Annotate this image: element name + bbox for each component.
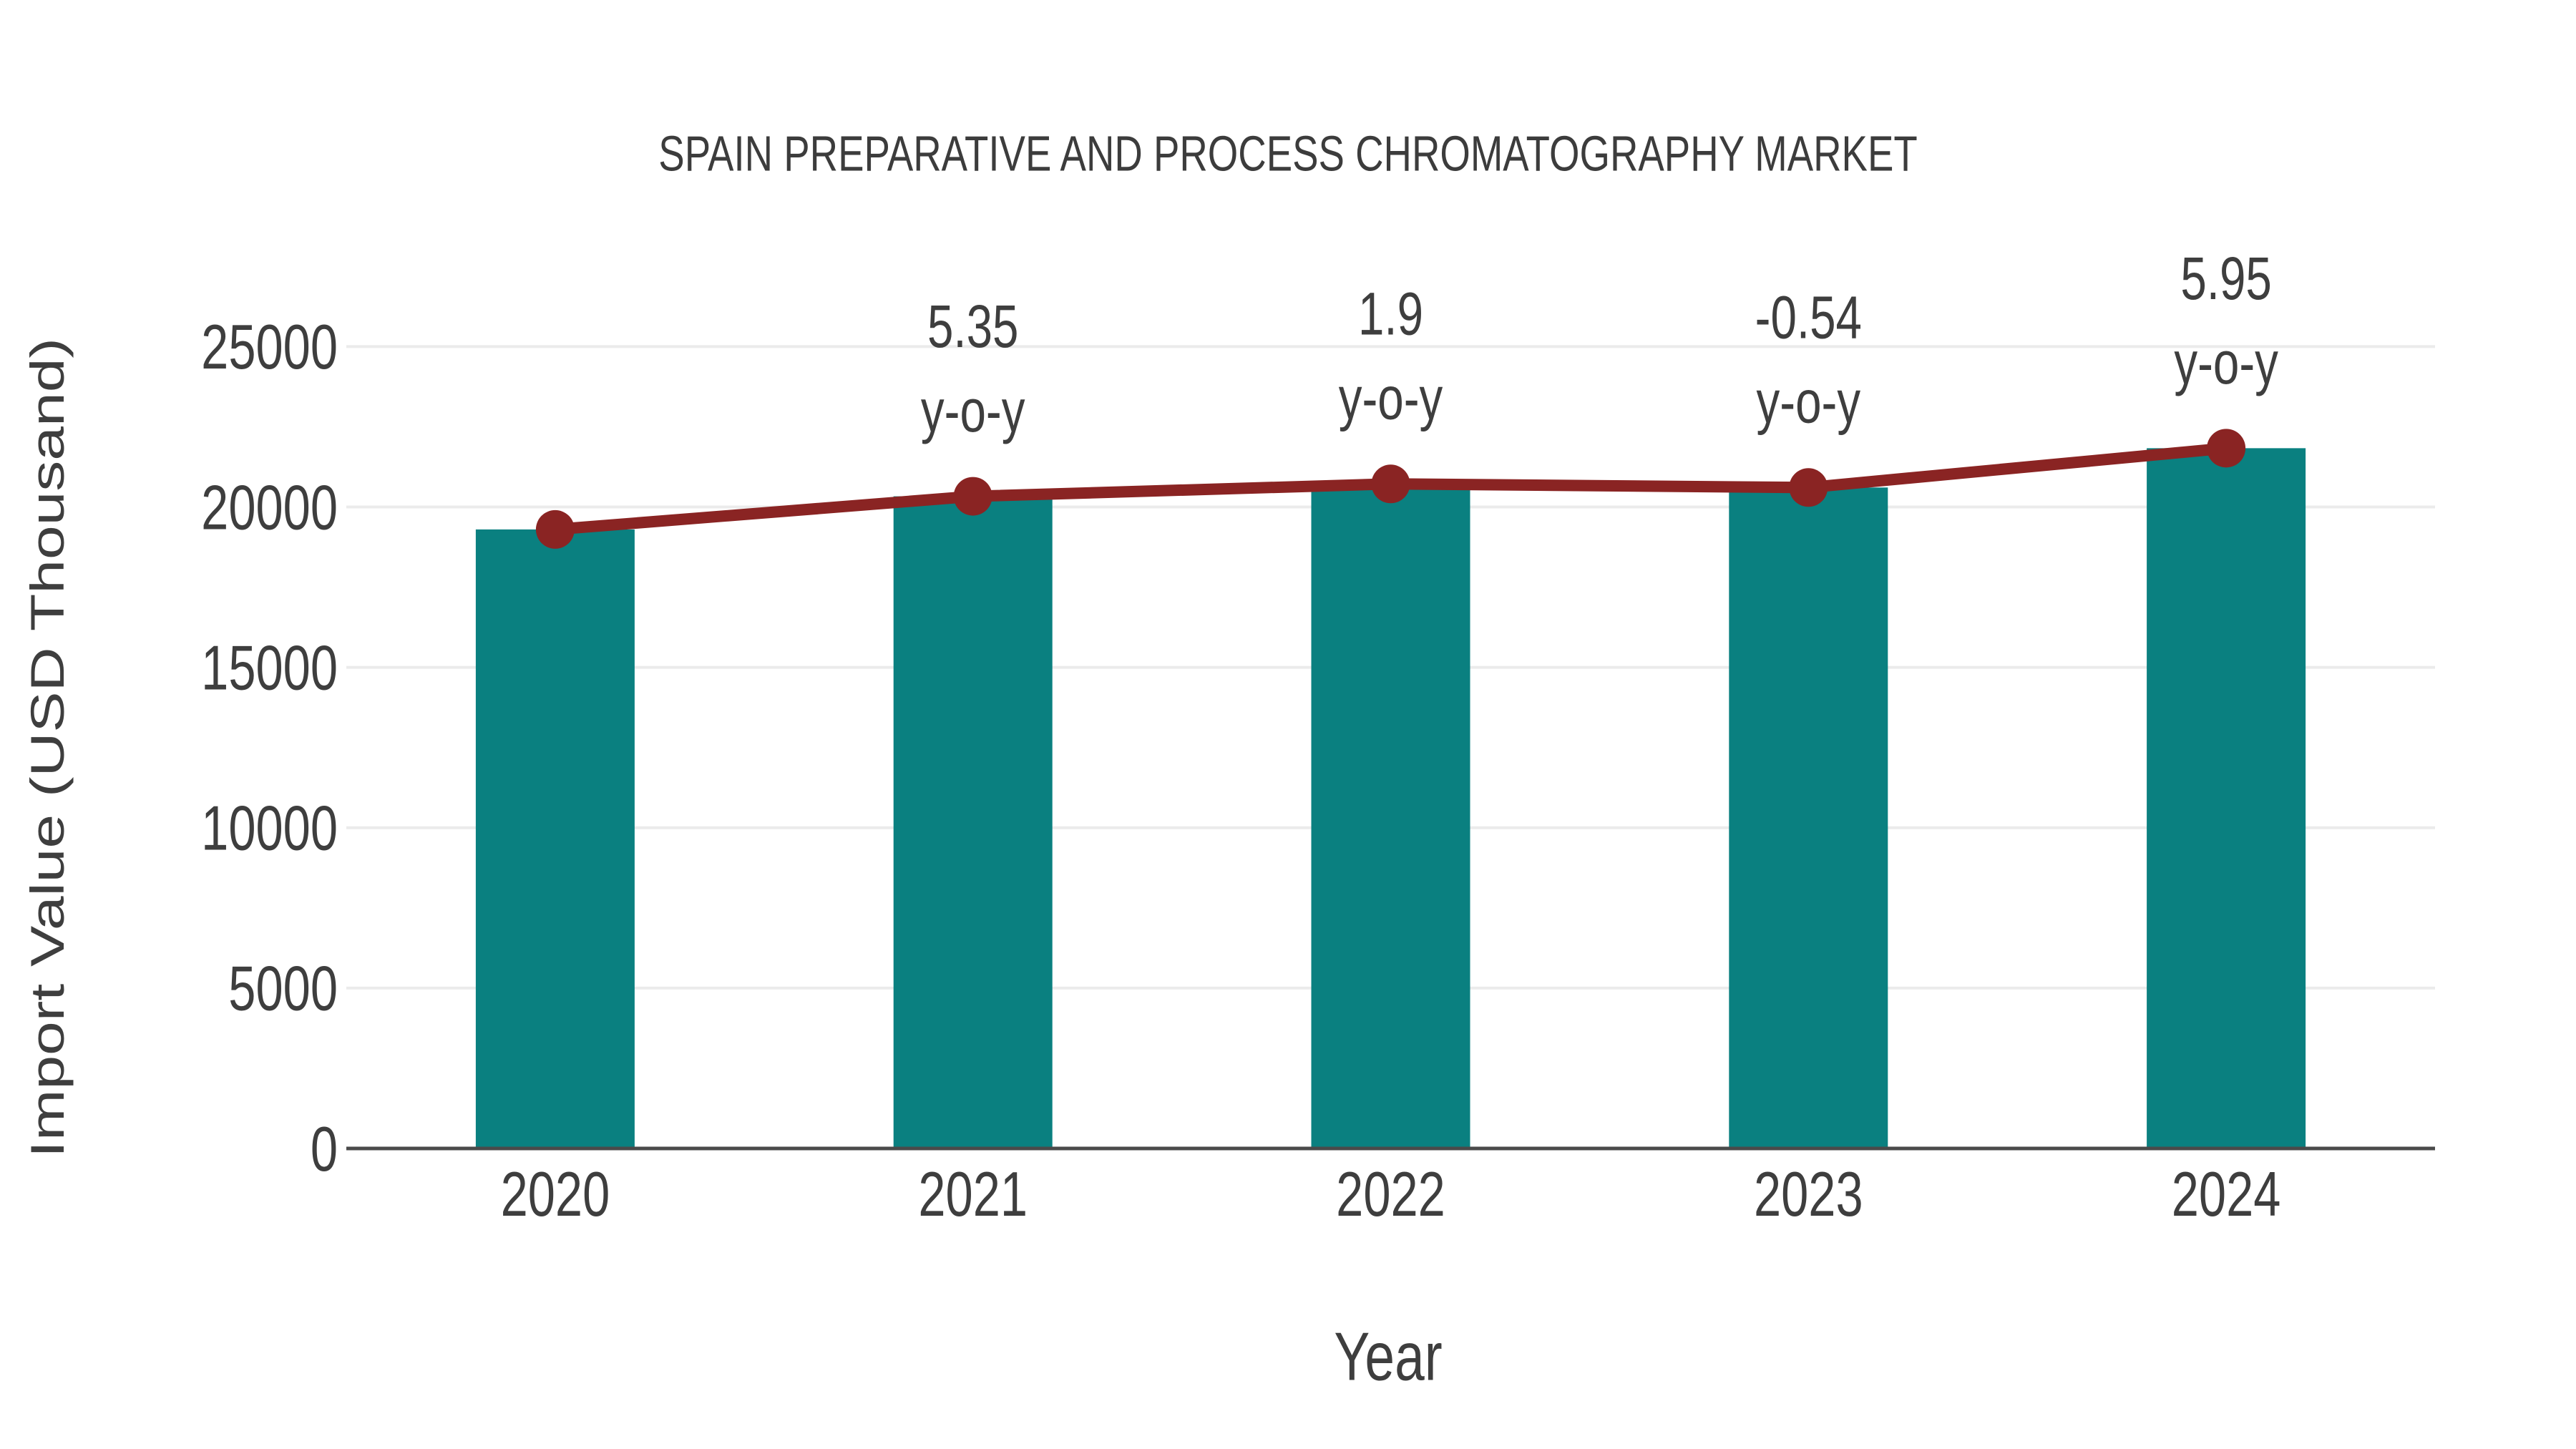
trend-point-2022 <box>1371 464 1410 504</box>
y-tick-label-20000: 20000 <box>201 472 338 542</box>
annotation-2024-sublabel: y-o-y <box>2174 329 2278 396</box>
annotation-2021-sublabel: y-o-y <box>921 377 1025 444</box>
trend-point-2024 <box>2207 429 2246 468</box>
annotation-2024-value: 5.95 <box>2180 245 2272 312</box>
y-tick-label-10000: 10000 <box>201 793 338 863</box>
x-tick-label-2024: 2024 <box>2172 1159 2281 1229</box>
chart-title: SPAIN PREPARATIVE AND PROCESS CHROMATOGR… <box>658 126 1917 182</box>
annotation-2022-sublabel: y-o-y <box>1339 365 1443 432</box>
bar-2022 <box>1311 484 1470 1148</box>
x-tick-label-2020: 2020 <box>501 1159 610 1229</box>
x-tick-label-2021: 2021 <box>918 1159 1028 1229</box>
annotation-2023-value: -0.54 <box>1755 284 1862 351</box>
y-tick-labels-group: 0 5000 10000 15000 20000 25000 <box>201 312 338 1184</box>
x-tick-label-2022: 2022 <box>1336 1159 1445 1229</box>
x-axis-title: Year <box>1334 1319 1442 1395</box>
y-tick-label-15000: 15000 <box>201 633 338 703</box>
trend-point-2020 <box>535 509 575 549</box>
annotations-group: 5.35 y-o-y 1.9 y-o-y -0.54 y-o-y 5.95 y-o-y <box>921 245 2278 444</box>
annotation-2023-sublabel: y-o-y <box>1757 369 1861 436</box>
trend-point-2021 <box>953 477 992 516</box>
bar-2020 <box>475 529 635 1148</box>
x-tick-label-2023: 2023 <box>1754 1159 1863 1229</box>
bar-2021 <box>893 496 1053 1148</box>
annotation-2021-value: 5.35 <box>927 293 1019 360</box>
bars-group <box>475 448 2306 1148</box>
trend-point-2023 <box>1789 468 1828 507</box>
bar-2023 <box>1729 487 1888 1148</box>
y-axis-title: Import Value (USD Thousand) <box>21 338 74 1158</box>
bar-2024 <box>2147 448 2306 1148</box>
trend-line-group <box>535 429 2246 549</box>
x-tick-labels-group: 2020 2021 2022 2023 2024 <box>501 1159 2281 1229</box>
y-tick-label-0: 0 <box>311 1114 338 1184</box>
annotation-2022-value: 1.9 <box>1358 280 1423 348</box>
y-tick-label-5000: 5000 <box>228 954 338 1024</box>
y-tick-label-25000: 25000 <box>201 312 338 382</box>
